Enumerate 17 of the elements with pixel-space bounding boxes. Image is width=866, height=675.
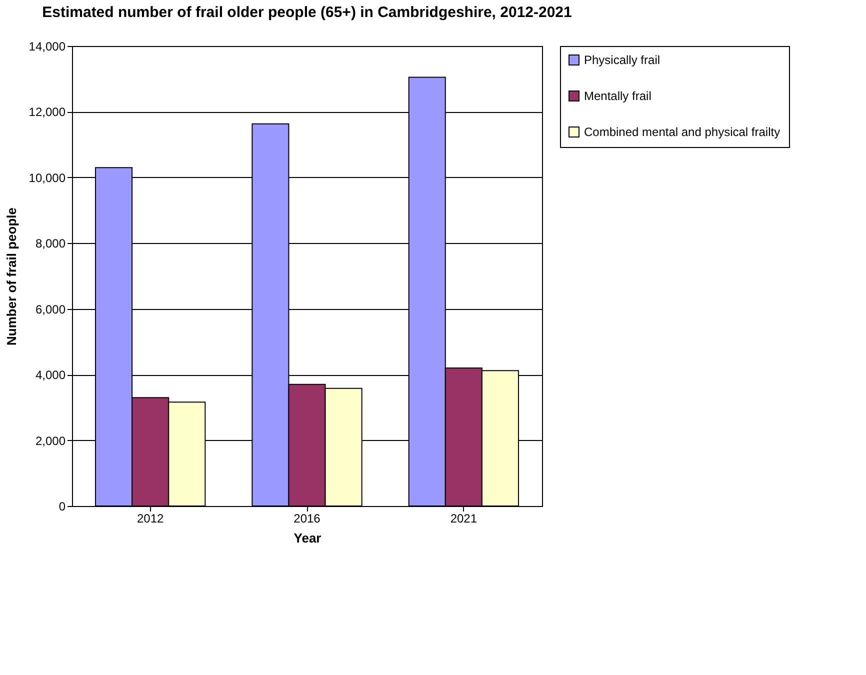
y-tick-label: 0 [58,500,66,514]
x-axis-title: Year [294,530,322,546]
x-tick-label: 2016 [294,512,321,526]
x-tick-label: 2021 [450,512,478,526]
legend-label: Combined mental and physical frailty [584,125,780,139]
y-tick-label: 12,000 [28,105,66,120]
y-axis-title: Number of frail people [4,208,19,346]
x-tick-label: 2012 [136,512,164,526]
y-tick-label: 8,000 [35,236,66,251]
y-tick-label: 4,000 [35,368,66,382]
y-tick-label: 6,000 [35,302,66,316]
chart-title: Estimated number of frail older people (65+) in Cambridgeshire, 2012-2021 [42,4,572,21]
y-tick-label: 14,000 [28,40,66,54]
legend-label: Physically frail [584,53,660,67]
y-tick-label: 10,000 [28,170,66,185]
y-tick-label: 2,000 [35,434,66,448]
legend-label: Mentally frail [584,89,652,103]
